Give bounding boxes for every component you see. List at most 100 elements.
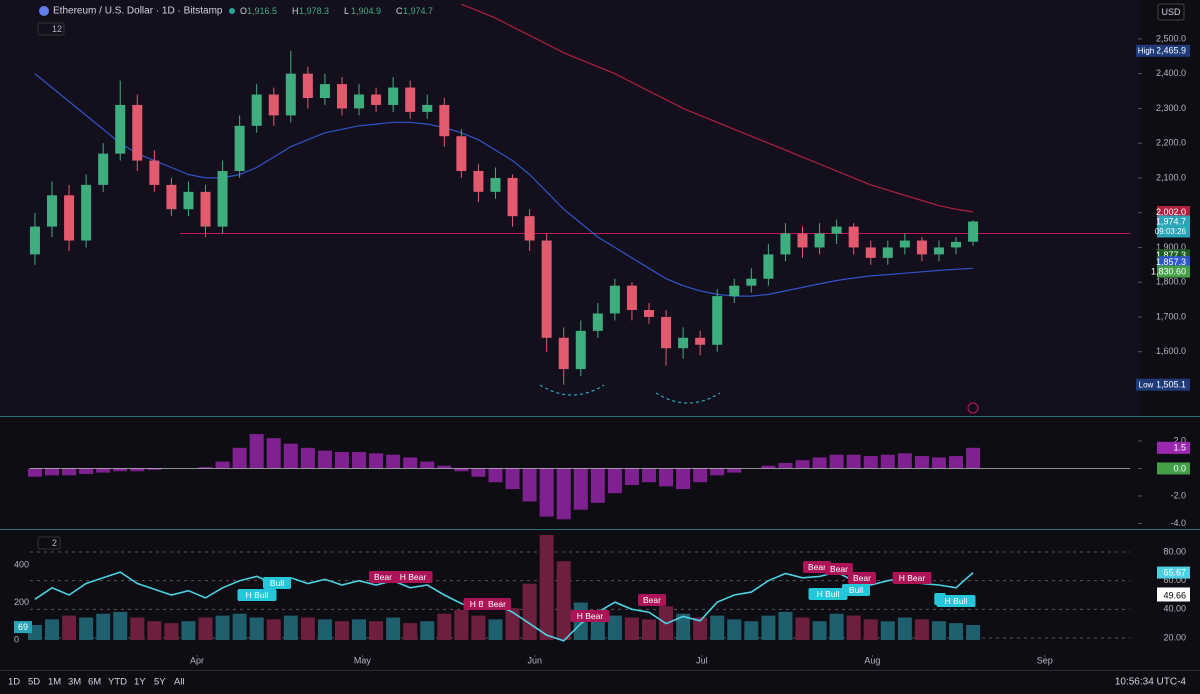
moving-average <box>461 3 974 213</box>
signal-label: Bear <box>643 595 661 605</box>
ohlc-key: C <box>396 6 403 16</box>
signal-box <box>803 561 831 573</box>
histogram-bar <box>437 465 452 469</box>
replay-icon[interactable] <box>967 402 979 414</box>
price-label-box <box>1157 441 1190 454</box>
histogram-bar <box>676 468 691 490</box>
price-label-box <box>1157 462 1190 475</box>
signal-label: H Bull <box>945 596 968 606</box>
volume-bar <box>676 613 691 640</box>
histogram-bar <box>113 468 128 472</box>
volume-bar <box>812 621 827 640</box>
currency-button[interactable] <box>1157 3 1185 21</box>
range-button[interactable]: 1Y <box>134 677 146 688</box>
pattern-arc <box>539 384 605 396</box>
range-button[interactable]: 1M <box>48 677 61 688</box>
histogram-bar <box>300 447 315 469</box>
histogram-bar <box>505 468 520 490</box>
x-tick-label: Jun <box>527 655 542 665</box>
range-button[interactable]: 5D <box>28 677 40 688</box>
x-tick-label: Aug <box>864 655 880 665</box>
signal-label: H Bear <box>400 572 427 582</box>
histogram-bar <box>62 468 77 476</box>
ohlc-key: O <box>240 6 247 16</box>
y-tick-label: 1,900.0 <box>1156 242 1186 252</box>
candle-body <box>98 153 109 185</box>
histogram-bar <box>931 457 946 469</box>
y-tick-label: 80.00 <box>1163 546 1186 556</box>
signal-box <box>638 594 666 606</box>
candle-body <box>319 84 330 99</box>
volume-bar <box>693 617 708 640</box>
volume-bar <box>420 621 435 640</box>
histogram-bar <box>454 468 469 472</box>
histogram-bar <box>352 451 367 469</box>
left-tick-label: 400 <box>14 559 29 569</box>
volume-bar <box>113 611 128 640</box>
signal-box <box>369 571 397 583</box>
y-tick-label: 1,800.0 <box>1156 277 1186 287</box>
volume-bar <box>369 621 384 640</box>
volume-bar <box>641 619 656 640</box>
candle-body <box>183 191 194 210</box>
volume-bar <box>62 615 77 640</box>
ohlc-key: H <box>292 6 299 16</box>
candle-body <box>968 221 979 242</box>
y-tick-label: 2,200.0 <box>1156 138 1186 148</box>
histogram-bar <box>829 454 844 469</box>
range-button[interactable]: YTD <box>108 677 127 688</box>
signal-box <box>393 571 433 583</box>
price-label: 1,974.7 <box>1156 216 1186 226</box>
candle-body <box>865 247 876 258</box>
volume-bar <box>966 625 981 640</box>
candle-body <box>558 337 569 370</box>
range-button[interactable]: 6M <box>88 677 101 688</box>
pattern-arc <box>655 392 721 404</box>
histogram-bar <box>79 468 94 474</box>
volume-bar <box>232 613 247 640</box>
histogram-bar <box>641 468 656 483</box>
volume-bar <box>607 615 622 640</box>
y-tick-label: 2,400.0 <box>1156 68 1186 78</box>
range-button[interactable]: All <box>174 677 185 688</box>
candle-body <box>882 247 893 258</box>
signal-box <box>842 584 870 596</box>
candle-body <box>541 240 552 338</box>
volume-bar <box>539 535 554 640</box>
price-label: 1,830.60 <box>1151 266 1186 276</box>
range-button[interactable]: 3M <box>68 677 81 688</box>
candle-body <box>763 254 774 279</box>
price-label: 2,002.0 <box>1156 207 1186 217</box>
price-label: 1,857.3 <box>1156 257 1186 267</box>
histogram-bar <box>590 468 605 503</box>
candle-body <box>81 184 92 241</box>
candle-body <box>251 94 262 126</box>
clock: 10:56:34 UTC-4 <box>1115 677 1187 688</box>
histogram-bar <box>147 468 162 470</box>
price-tag-box <box>1136 44 1157 57</box>
y-tick-label: 40.00 <box>1163 604 1186 614</box>
histogram-bar <box>693 468 708 483</box>
candle-body <box>626 285 637 311</box>
signal-box <box>825 563 853 575</box>
candle-body <box>848 226 859 248</box>
signal-label: H Bear <box>899 573 926 583</box>
y-tick-label: 1,700.0 <box>1156 311 1186 321</box>
x-tick-label: Apr <box>190 655 204 665</box>
candle-body <box>609 285 620 314</box>
signal-label: H Bull <box>817 589 840 599</box>
histogram-bar <box>215 461 230 469</box>
candle-body <box>115 104 126 154</box>
indicator-toggle[interactable] <box>37 536 61 550</box>
histogram-bar <box>266 438 281 469</box>
volume-bar <box>266 619 281 640</box>
range-button[interactable]: 5Y <box>154 677 166 688</box>
range-button[interactable]: 1D <box>8 677 20 688</box>
indicator-toggle[interactable] <box>37 22 65 36</box>
volume-bar <box>130 617 145 640</box>
price-label-box <box>1157 589 1190 602</box>
price-label-box <box>1157 378 1190 391</box>
price-label: 1.5 <box>1173 443 1186 453</box>
moving-average <box>34 73 974 297</box>
